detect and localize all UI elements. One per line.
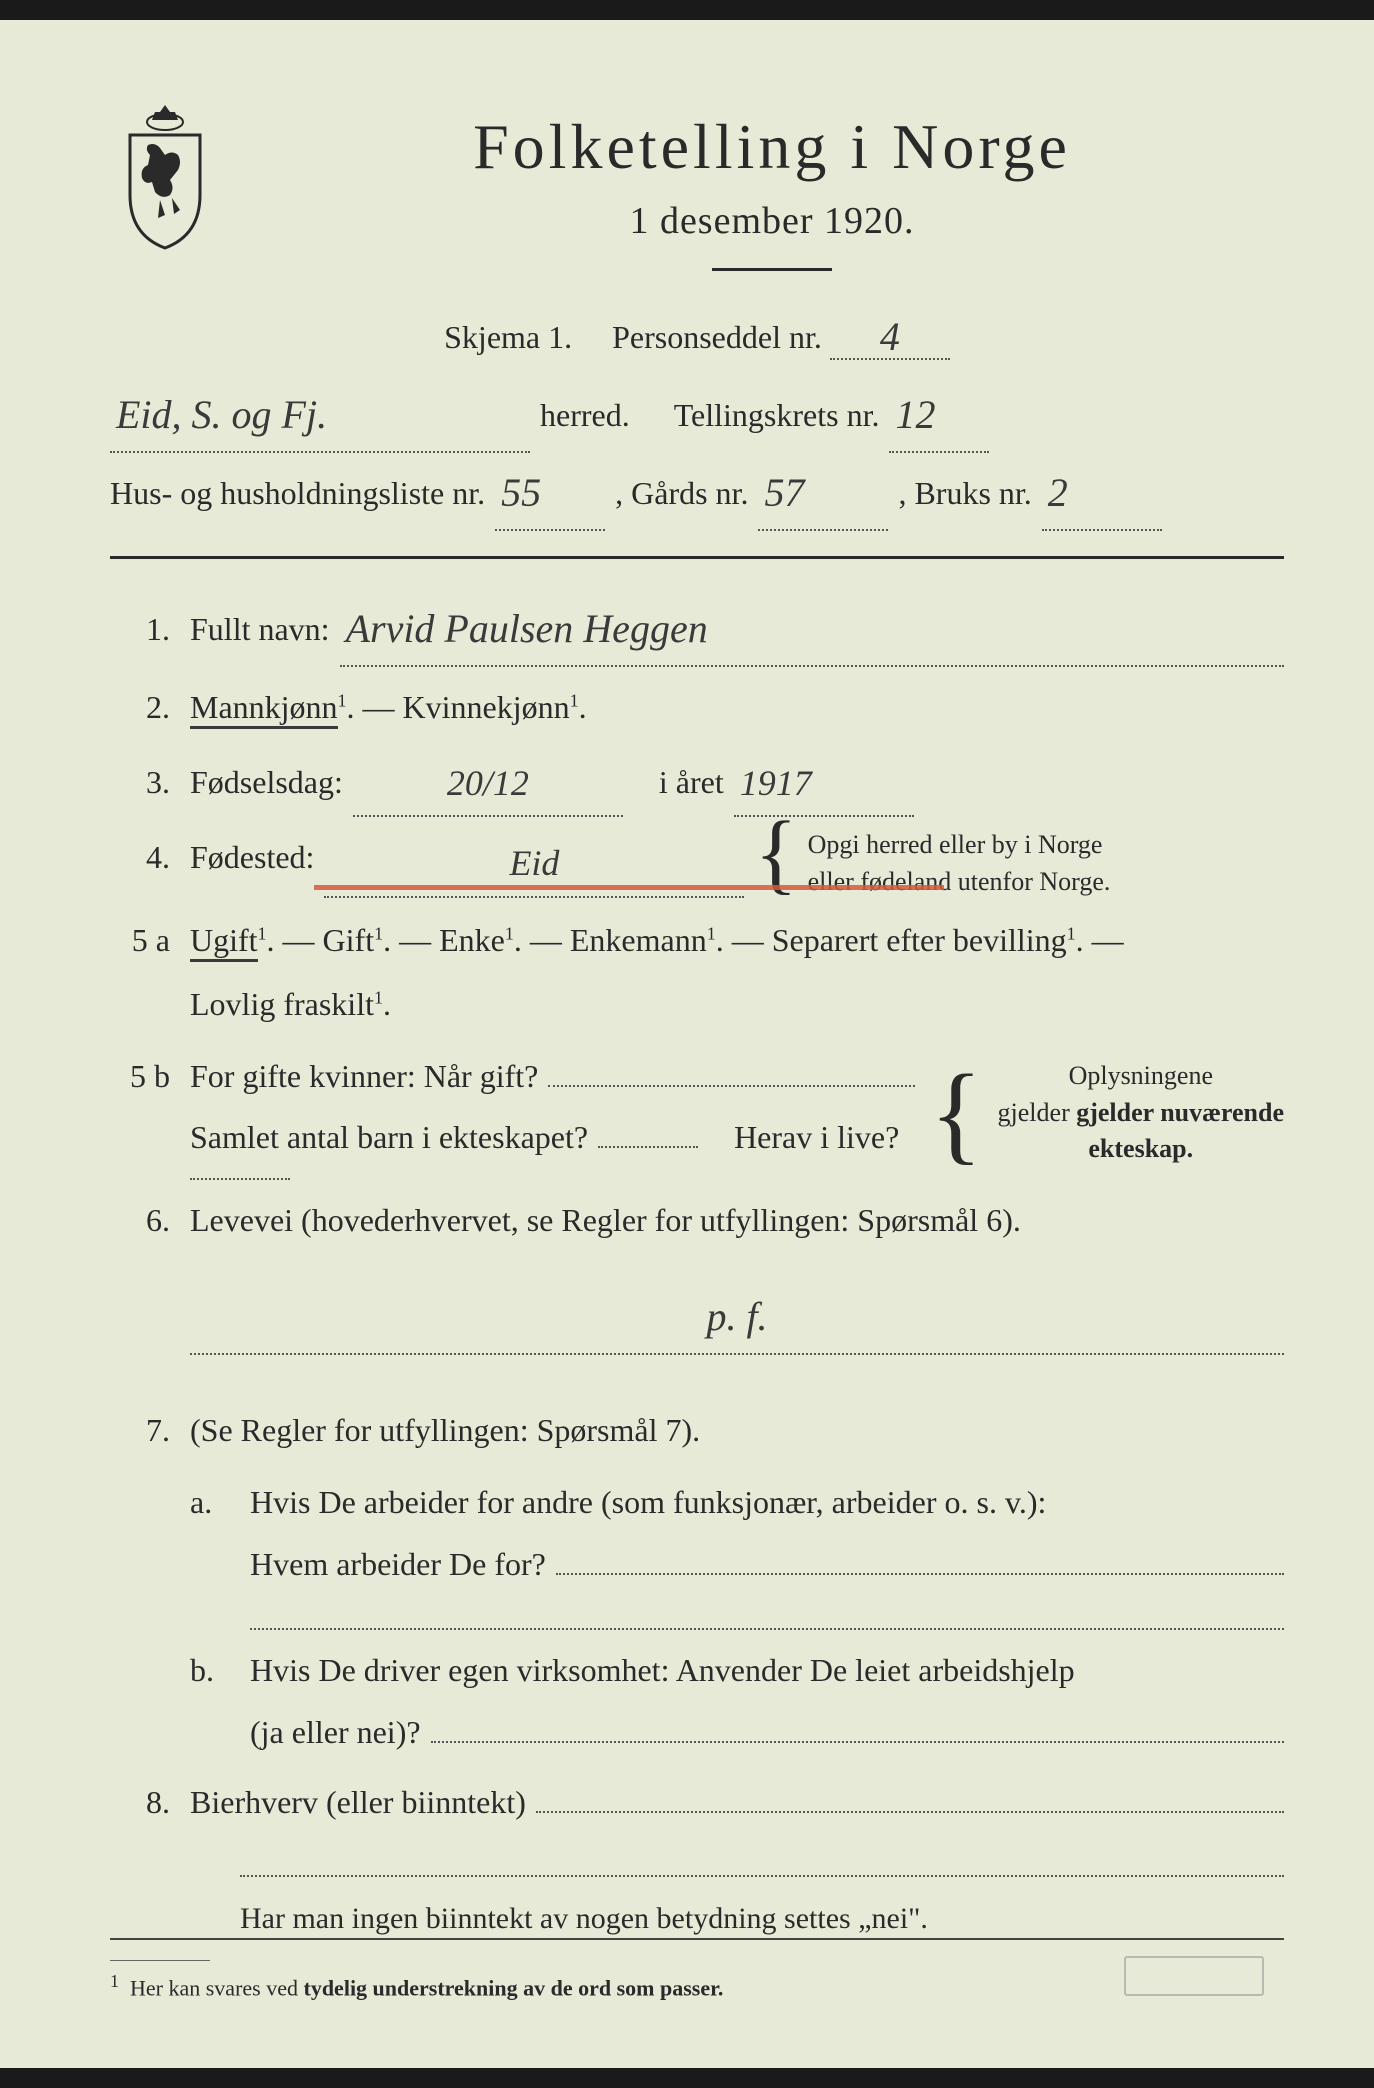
q8-note: Har man ingen biinntekt av nogen betydni… xyxy=(240,1902,1284,1936)
header: Folketelling i Norge 1 desember 1920. xyxy=(110,90,1284,301)
question-5a: 5 a Ugift1. — Gift1. — Enke1. — Enkemann… xyxy=(110,908,1284,1036)
question-6: 6. Levevei (hovederhvervet, se Regler fo… xyxy=(110,1188,1284,1355)
herred-label: herred. xyxy=(540,385,630,446)
personseddel-label: Personseddel nr. xyxy=(612,319,822,355)
bruks-label: , Bruks nr. xyxy=(898,463,1031,524)
q5b-num: 5 b xyxy=(110,1044,170,1108)
q6-num: 6. xyxy=(110,1188,170,1252)
husliste-nr: 55 xyxy=(501,470,541,515)
question-3: 3. Fødselsdag: 20/12 i året 1917 xyxy=(110,747,1284,817)
q5b-fill1 xyxy=(548,1052,914,1087)
question-7b: b. Hvis De driver egen virksomhet: Anven… xyxy=(190,1638,1284,1763)
bruks-nr: 2 xyxy=(1048,470,1068,515)
q5b-fill3 xyxy=(190,1178,290,1180)
question-7: 7. (Se Regler for utfyllingen: Spørsmål … xyxy=(110,1398,1284,1462)
q7a-label1: Hvis De arbeider for andre (som funksjon… xyxy=(250,1470,1284,1534)
q1-num: 1. xyxy=(110,597,170,661)
question-8: 8. Bierhverv (eller biinntekt) xyxy=(110,1770,1284,1834)
q7a-label2: Hvem arbeider De for? xyxy=(250,1534,546,1595)
page-content: Folketelling i Norge 1 desember 1920. Sk… xyxy=(110,90,1284,1940)
q4-note1: Opgi herred eller by i Norge xyxy=(808,827,1111,863)
footnote-num: 1 xyxy=(110,1971,119,1991)
q2-num: 2. xyxy=(110,675,170,739)
q5b-note1: Oplysningene xyxy=(998,1058,1284,1094)
herred-row: Eid, S. og Fj. herred. Tellingskrets nr.… xyxy=(110,375,1284,453)
q7a-fill2 xyxy=(250,1595,1284,1630)
gards-nr: 57 xyxy=(764,470,804,515)
q2-kvinne: Kvinnekjønn xyxy=(403,689,570,725)
gards-label: , Gårds nr. xyxy=(615,463,748,524)
q5b-sidenote: Oplysningene gjelder gjelder nuværende e… xyxy=(998,1058,1284,1167)
q5a-fraskilt: Lovlig fraskilt xyxy=(190,986,374,1022)
q8-num: 8. xyxy=(110,1770,170,1834)
q8-fill xyxy=(536,1778,1284,1813)
q5b-note3: ekteskap. xyxy=(998,1131,1284,1167)
q5a-gift: Gift xyxy=(323,922,375,958)
footnote-separator xyxy=(110,1960,210,1961)
q5b-fill2 xyxy=(598,1146,698,1148)
q8-fill2 xyxy=(240,1842,1284,1877)
tellingskrets-label: Tellingskrets nr. xyxy=(674,385,880,446)
q5a-enkemann: Enkemann xyxy=(570,922,707,958)
coat-of-arms-icon xyxy=(110,100,220,250)
schema-label: Skjema 1. xyxy=(444,319,572,355)
q3-label: Fødselsdag: xyxy=(190,752,343,813)
census-form-page: Folketelling i Norge 1 desember 1920. Sk… xyxy=(0,20,1374,2068)
tellingskrets-nr: 12 xyxy=(895,392,935,437)
main-title: Folketelling i Norge xyxy=(260,110,1284,184)
q3-num: 3. xyxy=(110,750,170,814)
question-4: 4. Fødested: Eid { Opgi herred eller by … xyxy=(110,825,1284,900)
brace-icon-2: { xyxy=(930,1080,983,1146)
question-1: 1. Fullt navn: Arvid Paulsen Heggen xyxy=(110,589,1284,667)
red-underline-mark xyxy=(314,885,944,890)
q4-label: Fødested: xyxy=(190,827,314,888)
q3-day: 20/12 xyxy=(447,763,529,803)
q2-mann: Mannkjønn xyxy=(190,689,338,729)
q7-num: 7. xyxy=(110,1398,170,1462)
q7b-num: b. xyxy=(190,1638,230,1702)
q7b-label2: (ja eller nei)? xyxy=(250,1702,421,1763)
q1-value: Arvid Paulsen Heggen xyxy=(346,606,708,651)
footnote: 1 Her kan svares ved tydelig understrekn… xyxy=(110,1971,1284,2001)
question-7a: a. Hvis De arbeider for andre (som funks… xyxy=(190,1470,1284,1630)
title-block: Folketelling i Norge 1 desember 1920. xyxy=(260,90,1284,301)
question-2: 2. Mannkjønn1. — Kvinnekjønn1. xyxy=(110,675,1284,739)
printer-stamp-icon xyxy=(1124,1956,1264,1996)
q5a-ugift: Ugift xyxy=(190,922,258,962)
section-divider xyxy=(110,556,1284,559)
q8-fill-row xyxy=(240,1842,1284,1877)
q3-year-label: i året xyxy=(659,752,724,813)
q5a-separert: Separert efter bevilling xyxy=(772,922,1067,958)
husliste-row: Hus- og husholdningsliste nr. 55 , Gårds… xyxy=(110,453,1284,531)
q7a-fill xyxy=(556,1540,1284,1575)
q6-label: Levevei (hovederhvervet, se Regler for u… xyxy=(190,1202,1021,1238)
personseddel-nr: 4 xyxy=(880,314,900,359)
q4-value: Eid xyxy=(509,843,559,883)
q7b-label1: Hvis De driver egen virksomhet: Anvender… xyxy=(250,1638,1284,1702)
title-divider xyxy=(712,268,832,271)
schema-line: Skjema 1. Personseddel nr. 4 xyxy=(110,311,1284,360)
q7b-fill xyxy=(431,1708,1284,1743)
q2-dash: — xyxy=(363,689,403,725)
q5b-label2: Samlet antal barn i ekteskapet? xyxy=(190,1107,588,1168)
question-5b: 5 b For gifte kvinner: Når gift? Samlet … xyxy=(110,1044,1284,1180)
husliste-label: Hus- og husholdningsliste nr. xyxy=(110,463,485,524)
q1-label: Fullt navn: xyxy=(190,599,330,660)
q4-num: 4. xyxy=(110,825,170,889)
q5b-label3: Herav i live? xyxy=(734,1107,899,1168)
date-subtitle: 1 desember 1920. xyxy=(260,199,1284,243)
q7a-num: a. xyxy=(190,1470,230,1534)
q5a-enke: Enke xyxy=(439,922,505,958)
q4-note2: eller fødeland utenfor Norge. xyxy=(808,867,1111,896)
q5b-note2: gjelder gjelder nuværende xyxy=(998,1095,1284,1131)
q8-label: Bierhverv (eller biinntekt) xyxy=(190,1772,526,1833)
brace-icon: { xyxy=(754,827,797,881)
herred-value: Eid, S. og Fj. xyxy=(116,392,327,437)
q6-value: p. f. xyxy=(706,1294,767,1339)
q5b-label1: For gifte kvinner: Når gift? xyxy=(190,1046,538,1107)
q7-label: (Se Regler for utfyllingen: Spørsmål 7). xyxy=(190,1412,700,1448)
q5a-num: 5 a xyxy=(110,908,170,972)
q3-year: 1917 xyxy=(740,763,812,803)
